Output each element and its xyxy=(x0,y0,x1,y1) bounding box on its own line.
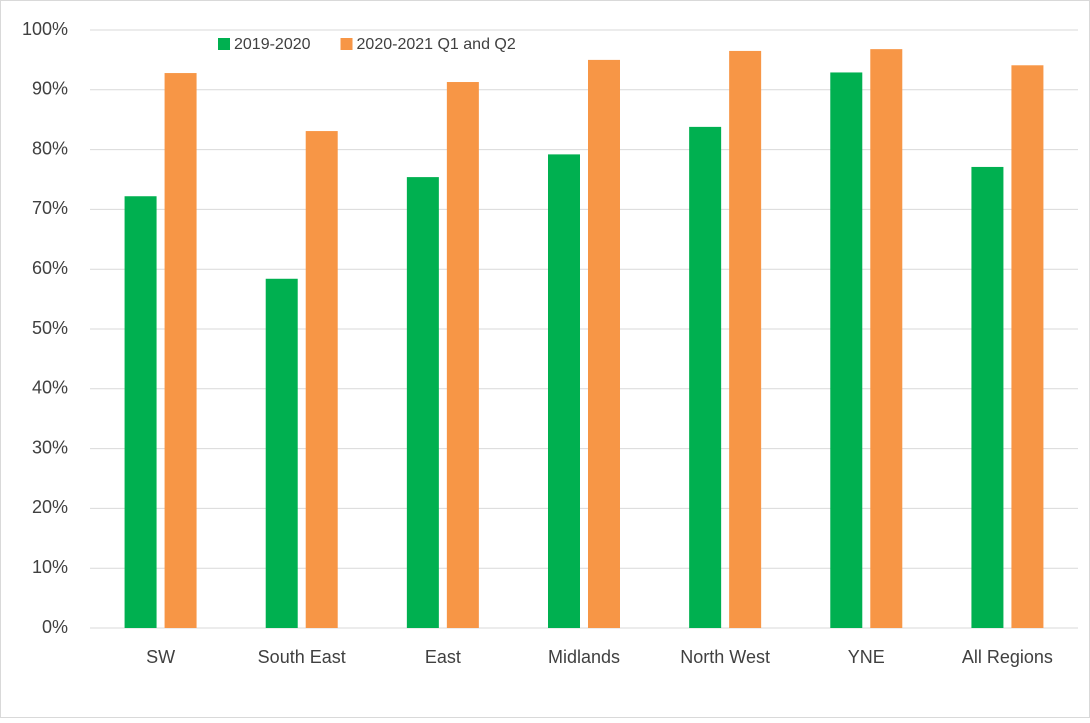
y-tick-label: 10% xyxy=(32,557,68,577)
bar xyxy=(588,59,620,628)
y-tick-label: 70% xyxy=(32,198,68,218)
bar xyxy=(305,131,338,628)
legend-label: 2020-2021 Q1 and Q2 xyxy=(357,36,516,53)
x-tick-label: South East xyxy=(258,647,346,667)
bar xyxy=(406,177,439,628)
y-tick-label: 40% xyxy=(32,378,68,398)
y-tick-label: 20% xyxy=(32,497,68,517)
bar xyxy=(1011,65,1044,629)
x-tick-label: North West xyxy=(680,647,770,667)
bar xyxy=(124,196,157,628)
bar xyxy=(446,82,479,628)
bar xyxy=(870,49,903,629)
y-tick-label: 30% xyxy=(32,437,68,457)
bar xyxy=(548,154,580,628)
y-tick-label: 60% xyxy=(32,258,68,278)
y-tick-label: 80% xyxy=(32,138,68,158)
x-tick-label: SW xyxy=(146,647,175,667)
legend-swatch xyxy=(340,38,353,50)
y-tick-label: 100% xyxy=(22,19,68,39)
legend-label: 2019-2020 xyxy=(234,36,311,53)
x-tick-label: YNE xyxy=(848,647,885,667)
bar xyxy=(830,72,863,628)
x-tick-label: East xyxy=(425,647,461,667)
x-tick-label: Midlands xyxy=(548,647,620,667)
bar xyxy=(971,166,1004,628)
y-tick-label: 50% xyxy=(32,318,68,338)
x-tick-label: All Regions xyxy=(962,647,1053,667)
legend-swatch xyxy=(218,38,230,50)
y-tick-label: 90% xyxy=(32,79,68,99)
y-tick-label: 0% xyxy=(42,617,68,637)
bar xyxy=(164,73,197,628)
bar xyxy=(265,278,298,628)
bar xyxy=(689,126,722,628)
bar xyxy=(729,50,762,629)
